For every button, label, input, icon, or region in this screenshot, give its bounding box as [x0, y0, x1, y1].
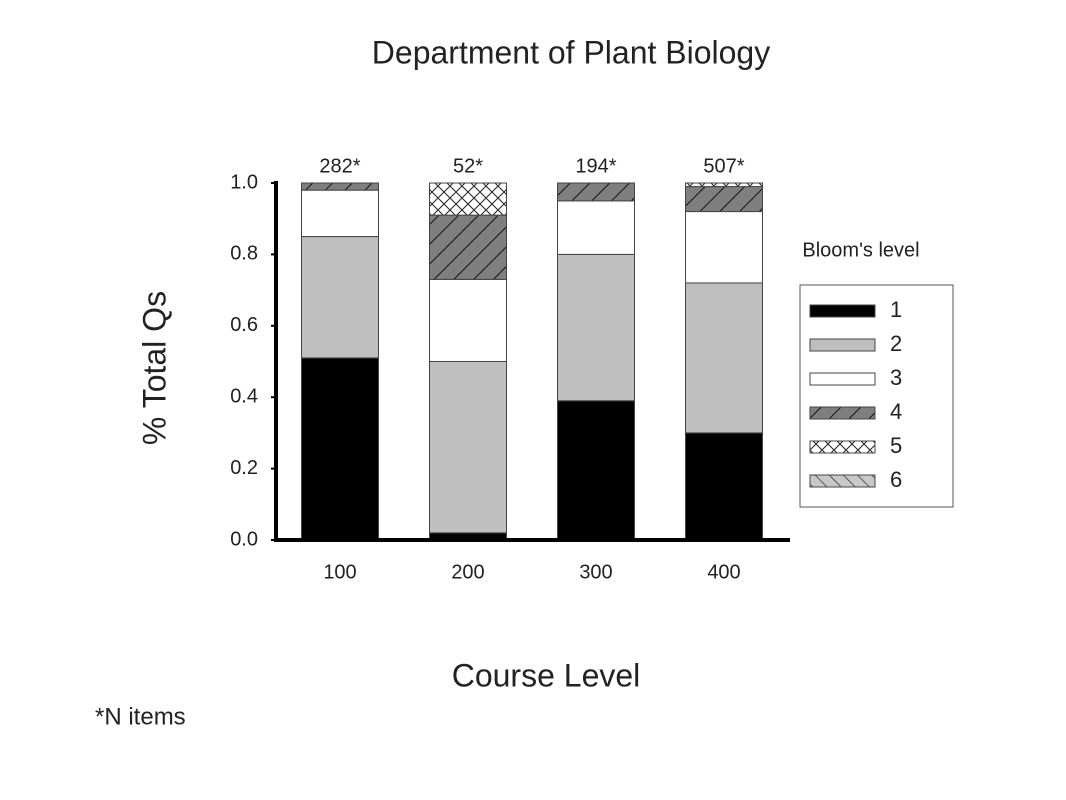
x-tick-label: 400	[707, 561, 740, 583]
x-axis-label: Course Level	[452, 657, 641, 693]
legend-label: 5	[890, 433, 902, 458]
bar-segment	[301, 189, 379, 238]
y-tick-label: 0.4	[230, 385, 258, 407]
x-tick-label: 300	[579, 561, 612, 583]
bar-annotation: 52*	[453, 155, 483, 177]
legend-swatch	[809, 474, 876, 488]
bar-segment	[429, 278, 507, 363]
y-tick-label: 0.8	[230, 243, 258, 265]
legend-label: 2	[890, 331, 902, 356]
bar-segment	[557, 200, 635, 255]
bar-annotation: 507*	[703, 155, 744, 177]
legend-label: 3	[890, 365, 902, 390]
bar-segment	[301, 357, 379, 541]
bar-segment	[429, 182, 507, 216]
chart-title: Department of Plant Biology	[372, 34, 770, 70]
bar-segment	[685, 182, 763, 188]
legend-label: 6	[890, 467, 902, 492]
bar-segment	[557, 400, 635, 541]
legend-swatch	[809, 406, 876, 420]
footnote: *N items	[95, 703, 186, 730]
legend-label: 4	[890, 399, 902, 424]
x-tick-label: 200	[451, 561, 484, 583]
x-tick-label: 100	[323, 561, 356, 583]
bar-segment	[685, 211, 763, 284]
bar-segment	[557, 182, 635, 202]
y-tick-label: 0.2	[230, 457, 258, 479]
bar-annotation: 282*	[319, 155, 360, 177]
bar-segment	[685, 186, 763, 213]
y-tick-label: 0.0	[230, 528, 258, 550]
bar-segment	[301, 236, 379, 359]
bar-segment	[685, 282, 763, 434]
legend-swatch	[809, 304, 876, 318]
bar-annotation: 194*	[575, 155, 616, 177]
legend-swatch	[809, 338, 876, 352]
bar-segment	[429, 214, 507, 280]
bar-segment	[429, 361, 507, 534]
legend-swatch	[809, 440, 876, 454]
legend-title: Bloom's level	[802, 239, 919, 261]
y-tick-label: 0.6	[230, 314, 258, 336]
bar-segment	[301, 182, 379, 191]
legend-swatch	[809, 372, 876, 386]
y-tick-label: 1.0	[230, 171, 258, 193]
bar-segment	[557, 253, 635, 402]
y-axis-label: % Total Qs	[136, 291, 172, 445]
legend-label: 1	[890, 297, 902, 322]
legend-box	[799, 284, 954, 508]
bar-segment	[685, 432, 763, 541]
